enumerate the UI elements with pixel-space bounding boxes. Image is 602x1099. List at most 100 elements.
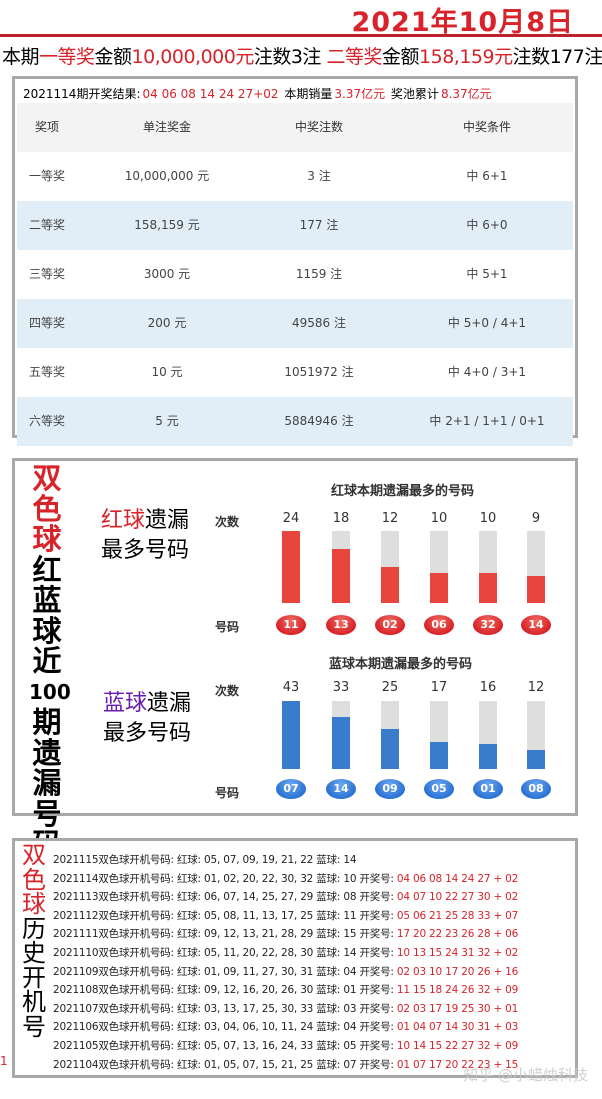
title-char: 球 [32,522,62,556]
blue-bar [430,742,448,769]
machine-numbers: 2021105双色球开机号码: 红球: 05, 07, 13, 16, 24, … [53,1040,357,1052]
blue-bar-track [430,701,448,769]
list-item: 2021106双色球开机号码: 红球: 03, 04, 06, 10, 11, … [53,1018,518,1036]
pool-label: 奖池累计 [390,87,439,101]
summary-text: 注数3注 [253,46,327,68]
report-date: 2021年10月8日 [351,7,574,38]
winning-numbers: 10 14 15 22 27 32 + 09 [396,1040,519,1052]
blue-ball-number: 09 [375,779,405,799]
win-label: 开奖号: [356,1002,397,1015]
red-bar [332,549,350,603]
list-item: 2021113双色球开机号码: 红球: 06, 07, 14, 25, 27, … [53,888,518,906]
title-char: 遗 [32,735,62,770]
table-row: 三等奖 3000 元 1159 注 中 5+1 [17,250,573,299]
summary-text: 本期 [2,46,40,68]
red-ball-number: 11 [276,615,306,635]
red-ball-number: 02 [375,615,405,635]
winning-numbers: 02 03 17 19 25 30 + 01 [396,1002,519,1015]
blue-omission-label: 蓝球遗漏 最多号码 [103,689,191,749]
machine-numbers: 2021107双色球开机号码: 红球: 03, 13, 17, 25, 30, … [53,1002,357,1015]
red-ball-number: 13 [326,615,356,635]
list-item: 2021107双色球开机号码: 红球: 03, 13, 17, 25, 30, … [53,1000,518,1018]
win-label: 开奖号: [356,872,397,885]
summary-text: 注数177注 [512,46,602,68]
machine-numbers: 2021114双色球开机号码: 红球: 01, 02, 20, 22, 30, … [53,872,357,885]
list-item: 2021114双色球开机号码: 红球: 01, 02, 20, 22, 30, … [53,870,518,888]
machine-numbers: 2021113双色球开机号码: 红球: 06, 07, 14, 25, 27, … [53,891,357,904]
title-char: 色 [22,865,46,894]
column-header: 中奖注数 [294,120,343,134]
title-char: 开 [22,963,46,992]
prize-summary: 本期一等奖金额10,000,000元注数3注 二等奖金额158,159元注数17… [2,42,602,69]
table-cell: 五等奖 [28,365,65,379]
blue-bar [282,701,300,769]
red-bar-track [332,531,350,603]
win-label: 开奖号: [356,1058,397,1071]
title-char: 号 [32,796,62,831]
title-char: 红 [32,552,62,587]
title-char: 蓝 [32,583,62,617]
list-item: 2021109双色球开机号码: 红球: 01, 09, 11, 27, 30, … [53,963,518,981]
blue-ball-number: 05 [424,779,454,799]
win-label: 开奖号: [356,891,397,904]
blue-bar [381,729,399,769]
sales-value: 3.37亿元 [334,87,386,101]
list-item: 2021110双色球开机号码: 红球: 05, 11, 20, 22, 28, … [53,944,518,962]
table-cell: 中 6+0 [466,218,508,232]
win-label: 开奖号: [356,1021,397,1034]
table-cell: 1051972 注 [284,365,354,379]
red-count-value: 18 [332,511,350,526]
blue-chart-title: 蓝球本期遗漏最多的号码 [329,657,473,672]
blue-count-value: 33 [332,680,350,695]
blue-count-label: 次数 [215,684,240,698]
watermark: 知乎 @小蜡烛科技 [463,1066,588,1084]
red-count-label: 次数 [215,515,240,529]
winning-numbers: 11 15 18 24 26 32 + 09 [396,984,519,997]
list-item: 2021111双色球开机号码: 红球: 09, 12, 13, 21, 28, … [53,925,518,943]
list-item: 2021108双色球开机号码: 红球: 09, 12, 16, 20, 26, … [53,981,518,999]
red-ball-number: 32 [473,615,503,635]
red-bar-track [381,531,399,603]
winning-numbers: 17 20 22 23 26 28 + 06 [396,928,519,941]
machine-numbers: 2021111双色球开机号码: 红球: 09, 12, 13, 21, 28, … [53,928,357,941]
machine-numbers: 2021109双色球开机号码: 红球: 01, 09, 11, 27, 30, … [53,965,357,978]
table-cell: 5 元 [155,414,179,428]
table-row: 四等奖 200 元 49586 注 中 5+0 / 4+1 [17,299,573,348]
red-count-value: 9 [531,511,541,526]
summary-second-prize: 二等奖 [326,46,382,68]
red-bar [479,573,497,603]
title-char: 历 [22,914,46,943]
table-cell: 四等奖 [28,316,65,330]
table-cell: 158,159 元 [134,218,200,232]
omission-word: 遗漏 [147,691,192,716]
blue-bar [527,750,545,769]
title-char: 机 [22,988,46,1016]
list-item: 2021112双色球开机号码: 红球: 05, 08, 11, 13, 17, … [53,907,518,925]
red-omission-label: 红球遗漏 最多号码 [101,506,189,566]
win-label: 开奖号: [356,947,397,959]
red-bar-track [527,531,545,603]
red-omission-chart: 24 11 18 13 12 02 10 06 10 32 9 14 [15,461,575,661]
title-char: 球 [22,890,46,918]
red-count-value: 12 [381,511,399,526]
most-numbers-word: 最多号码 [103,721,192,746]
table-row: 一等奖 10,000,000 元 3 注 中 6+1 [17,152,573,201]
table-cell: 10,000,000 元 [124,169,210,183]
title-char: 史 [22,939,46,967]
table-cell: 5884946 注 [284,414,354,428]
list-item: 2021104双色球开机号码: 红球: 01, 05, 07, 15, 21, … [53,1056,518,1074]
table-header-row: 奖项 单注奖金 中奖注数 中奖条件 [17,103,573,152]
winning-numbers: 04 07 10 22 27 30 + 02 [396,891,519,904]
omission-word: 遗漏 [145,508,190,533]
red-number-label: 号码 [215,620,240,634]
left-edge-mark: 1 [0,1054,8,1068]
table-cell: 六等奖 [28,414,65,428]
title-char: 号 [22,1012,46,1041]
red-bar-track [430,531,448,603]
machine-numbers: 2021112双色球开机号码: 红球: 05, 08, 11, 13, 17, … [53,909,357,922]
table-cell: 中 4+0 / 3+1 [447,365,527,379]
red-chart-title: 红球本期遗漏最多的号码 [331,484,475,499]
blue-number-label: 号码 [215,786,240,800]
title-char: 双 [32,461,62,495]
red-bar [282,531,300,603]
